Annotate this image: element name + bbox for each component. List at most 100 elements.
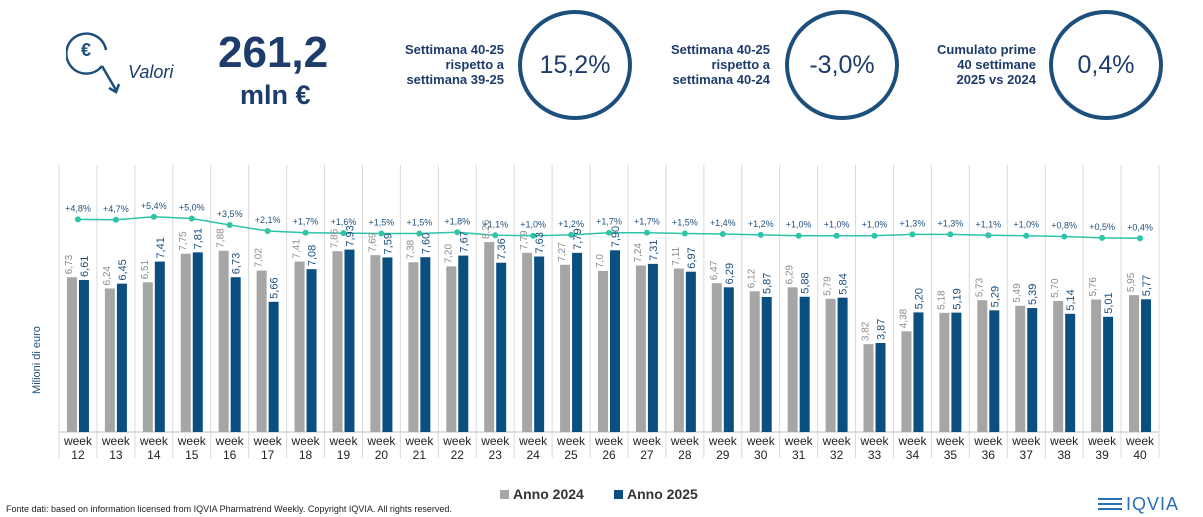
bar-2025 [837, 297, 848, 432]
valori-label: Valori [128, 62, 174, 82]
cumulative-growth-label: +1,2% [558, 219, 584, 229]
bar-2025 [78, 279, 89, 432]
bar-2024 [104, 288, 115, 432]
x-tick-label-word: week [328, 434, 358, 448]
bar-2024 [749, 291, 760, 432]
cumulative-growth-label: +5,4% [141, 201, 167, 211]
x-tick-label-word: week [101, 434, 131, 448]
cumulative-growth-point [909, 231, 916, 238]
metric-3-value: 0,4% [1077, 50, 1135, 79]
bar-2025 [268, 301, 279, 432]
cumulative-growth-label: +1,5% [672, 218, 698, 228]
bar-2024 [1015, 305, 1026, 432]
bar-2024 [635, 265, 646, 432]
cumulative-growth-point [606, 229, 612, 236]
cumulative-growth-label: +4,7% [103, 204, 129, 214]
cumulative-growth-label: +1,0% [862, 220, 888, 230]
bar-2024 [408, 262, 419, 432]
cumulative-growth-point [719, 230, 726, 237]
bar-2025 [382, 257, 393, 432]
bar-2024-label: 7,0 [595, 254, 606, 268]
cumulative-growth-point [416, 230, 423, 237]
bar-2025-label: 7,31 [648, 239, 660, 260]
x-tick-label-word: week [1049, 434, 1079, 448]
bar-2024 [901, 331, 912, 432]
cumulative-growth-label: +4,8% [65, 203, 91, 213]
bar-2025 [192, 252, 203, 432]
x-tick-label-word: week [177, 434, 207, 448]
cumulative-growth-label: +1,0% [824, 220, 850, 230]
cumulative-growth-label: +1,5% [406, 218, 432, 228]
bar-2025-label: 5,19 [951, 288, 963, 309]
bar-2024 [218, 250, 229, 432]
metric-2-label: Settimana 40-25 rispetto a settimana 40-24 [671, 42, 770, 87]
x-tick-label-number: 22 [451, 448, 465, 462]
x-tick-label-number: 27 [640, 448, 654, 462]
cumulative-growth-point [833, 232, 840, 239]
x-tick-label-word: week [1125, 434, 1155, 448]
cumulative-growth-label: +0,5% [1089, 222, 1115, 232]
x-tick-label-word: week [253, 434, 283, 448]
cumulative-growth-point [188, 215, 195, 222]
bar-2025 [1141, 299, 1152, 432]
x-tick-label-number: 36 [982, 448, 996, 462]
bar-2025 [799, 296, 810, 432]
cumulative-growth-label: +1,0% [1013, 220, 1039, 230]
cumulative-growth-point [340, 230, 347, 237]
bar-2025 [230, 277, 241, 432]
bar-2025 [761, 296, 772, 432]
bar-2025 [913, 312, 924, 432]
x-tick-label-word: week [442, 434, 472, 448]
metric-3-label: Cumulato prime 40 settimane 2025 vs 2024 [937, 42, 1036, 87]
cumulative-growth-label: +1,7% [596, 217, 622, 227]
bar-2024 [825, 298, 836, 432]
bar-2025 [989, 310, 1000, 432]
cumulative-growth-point [302, 229, 309, 236]
x-tick-label-word: week [935, 434, 965, 448]
bar-2024-label: 6,47 [709, 260, 720, 280]
metric-1-circle: 15,2% [518, 10, 632, 120]
bar-2025-label: 6,45 [117, 259, 129, 280]
x-tick-label-word: week [1011, 434, 1041, 448]
cumulative-growth-point [985, 232, 992, 239]
legend-anno-2025: Anno 2025 [614, 486, 698, 502]
bar-2025 [951, 312, 962, 432]
bar-2025-label: 5,14 [1065, 289, 1077, 310]
bar-2024 [560, 264, 571, 432]
bar-2025-label: 5,88 [800, 272, 812, 293]
bar-2025-label: 6,29 [724, 263, 736, 284]
bar-2024 [787, 287, 798, 432]
bar-2024-label: 5,95 [1126, 272, 1137, 292]
cumulative-growth-label: +1,5% [369, 218, 395, 228]
x-tick-label-number: 40 [1133, 448, 1147, 462]
bar-2024 [446, 266, 457, 432]
bar-2025-label: 5,39 [1027, 284, 1039, 305]
bar-2025-label: 6,97 [686, 247, 698, 268]
cumulative-growth-point [1137, 235, 1144, 242]
x-tick-label-word: week [784, 434, 814, 448]
bar-2025-label: 5,20 [913, 288, 925, 309]
cumulative-growth-label: +1,2% [748, 219, 774, 229]
cumulative-growth-label: +5,0% [179, 203, 205, 213]
iqvia-logo-text: IQVIA [1126, 493, 1180, 514]
bar-2024-label: 3,82 [861, 321, 872, 341]
cumulative-growth-point [1099, 234, 1106, 241]
x-tick-label-word: week [822, 434, 852, 448]
x-tick-label-word: week [860, 434, 890, 448]
bar-2024-label: 5,73 [974, 277, 985, 297]
cumulative-growth-label: +1,7% [293, 217, 319, 227]
iqvia-logo: IQVIA [1098, 494, 1179, 514]
x-tick-label-word: week [746, 434, 776, 448]
cumulative-growth-label: +1,7% [634, 217, 660, 227]
cumulative-growth-label: +1,3% [900, 218, 926, 228]
x-tick-label-number: 32 [830, 448, 844, 462]
x-tick-label-word: week [518, 434, 548, 448]
legend-anno-2024: Anno 2024 [500, 486, 584, 502]
metric-1-label: Settimana 40-25 rispetto a settimana 39-25 [405, 42, 504, 87]
bar-2025 [458, 255, 469, 432]
bar-2024 [66, 277, 77, 432]
bar-2024-label: 7,75 [178, 231, 189, 251]
bar-2024 [522, 252, 533, 432]
cumulative-growth-point [757, 231, 764, 238]
